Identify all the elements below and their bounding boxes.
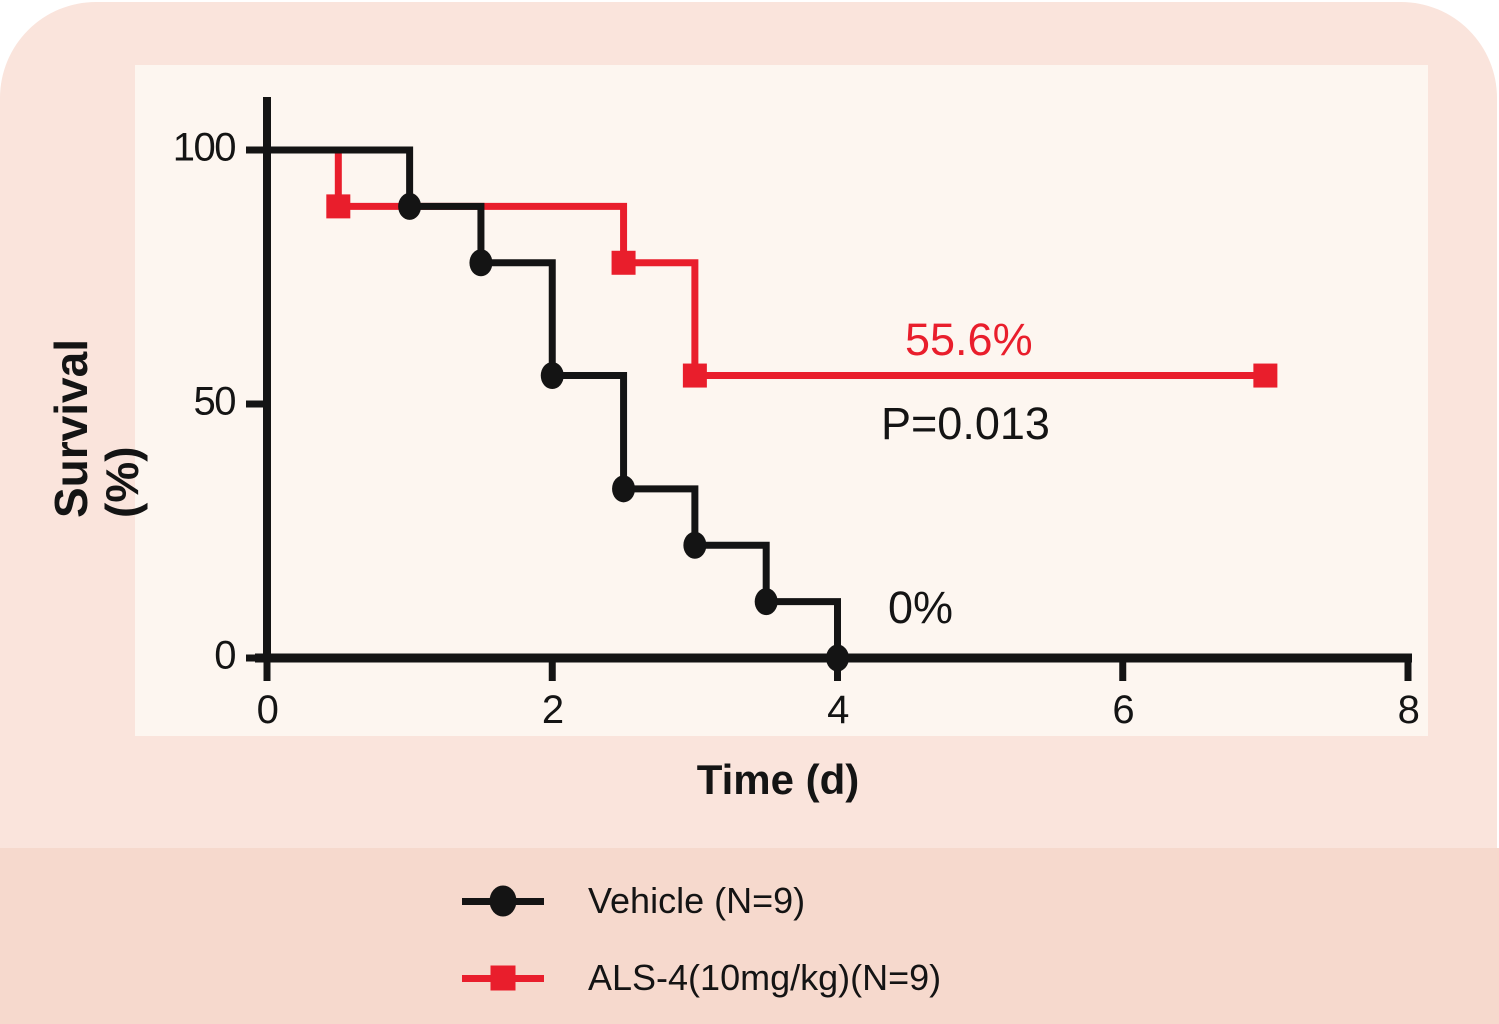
x-tick-label: 6 <box>1112 688 1134 732</box>
data-point-circle-marker <box>612 475 636 503</box>
x-axis-title: Time (d) <box>696 756 860 803</box>
legend-item-als4: ALS-4(10mg/kg)(N=9) <box>462 957 942 998</box>
data-point-square-marker <box>682 363 707 388</box>
legend-band <box>0 848 1499 1024</box>
annotation-p-value: P=0.013 <box>881 398 1050 449</box>
square-marker-icon <box>490 965 516 991</box>
data-point-circle-marker <box>540 362 564 390</box>
data-point-square-marker <box>326 194 351 219</box>
data-point-circle-marker <box>683 531 707 559</box>
x-tick-label: 4 <box>827 688 849 732</box>
x-tick-label: 8 <box>1397 688 1420 732</box>
series-path-vehicle <box>267 146 841 658</box>
series-path-als4 <box>267 146 1266 380</box>
data-point-circle-marker <box>398 192 422 220</box>
data-point-square-marker <box>1253 363 1278 388</box>
y-tick-label: 100 <box>172 125 237 170</box>
legend-line-vehicle <box>462 885 544 917</box>
annotation-als4-survival: 55.6% <box>905 314 1033 365</box>
y-axis-title-line1: Survival <box>45 339 97 518</box>
legend-label-als4: ALS-4(10mg/kg)(N=9) <box>588 957 942 998</box>
plot-panel <box>135 65 1428 736</box>
x-tick-label: 0 <box>256 688 279 732</box>
legend-label-vehicle: Vehicle (N=9) <box>588 880 806 921</box>
data-point-square-marker <box>611 250 636 275</box>
x-tick-label: 2 <box>541 688 564 732</box>
legend-line-als4 <box>462 965 544 991</box>
y-tick-label: 50 <box>193 379 237 424</box>
data-point-circle-marker <box>754 588 778 616</box>
annotation-vehicle-survival: 0% <box>888 582 954 633</box>
circle-marker-icon <box>489 885 517 917</box>
data-point-circle-marker <box>469 249 493 277</box>
legend-item-vehicle: Vehicle (N=9) <box>462 880 806 921</box>
data-point-circle-marker <box>826 644 849 672</box>
y-tick-label: 0 <box>214 633 236 678</box>
